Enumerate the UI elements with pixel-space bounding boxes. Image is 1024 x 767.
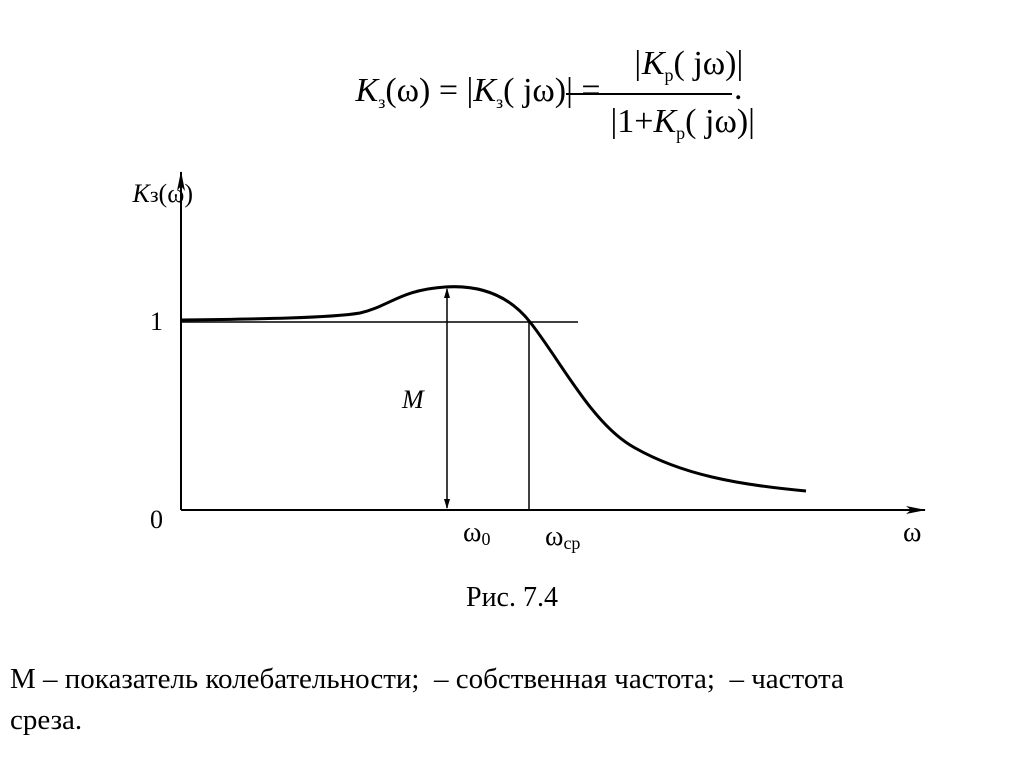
formula-part: (ω) bbox=[159, 179, 193, 208]
response-curve bbox=[180, 285, 807, 493]
formula-period: . bbox=[734, 70, 743, 107]
formula-denominator: |1+Kр( jω)| bbox=[568, 103, 780, 143]
x-axis-label: ω bbox=[903, 517, 921, 548]
symbol: K bbox=[472, 72, 498, 109]
formula-part: |1+ bbox=[611, 103, 654, 140]
caption: Рис. 7.4 bbox=[466, 582, 558, 613]
subscript: р bbox=[676, 123, 685, 143]
formula-part: (ω) = | bbox=[385, 72, 473, 109]
symbol: ω bbox=[545, 521, 563, 552]
formula-numerator: |Kр( jω)| bbox=[590, 45, 769, 85]
description-line: М – показатель колебательности; – собств… bbox=[10, 663, 844, 695]
subscript: з bbox=[496, 92, 503, 112]
subscript: р bbox=[665, 65, 674, 85]
y-axis-label: Kз(ω) bbox=[100, 179, 212, 208]
symbol: K bbox=[652, 103, 678, 140]
symbol: ω bbox=[463, 517, 481, 548]
symbol: K bbox=[355, 72, 381, 109]
omega-cp-label: ωср bbox=[510, 521, 601, 556]
subscript: з bbox=[150, 182, 159, 207]
subscript: ср bbox=[563, 533, 580, 553]
symbol: K bbox=[132, 179, 152, 208]
formula-part: ( jω)| bbox=[674, 45, 744, 82]
symbol: |K bbox=[633, 45, 667, 82]
subscript: з bbox=[378, 92, 385, 112]
description-line: среза. bbox=[10, 704, 82, 736]
formula-part: ( jω)| = bbox=[503, 72, 600, 109]
y-tick-label: 1 bbox=[150, 307, 163, 336]
m-label: M bbox=[401, 385, 425, 414]
y-tick-label: 0 bbox=[150, 505, 163, 534]
omega0-label: ω0 bbox=[428, 517, 511, 552]
formula-main: Kз(ω) = |Kз( jω)| = bbox=[313, 72, 626, 112]
subscript: 0 bbox=[481, 529, 490, 549]
formula-part: ( jω)| bbox=[685, 103, 755, 140]
